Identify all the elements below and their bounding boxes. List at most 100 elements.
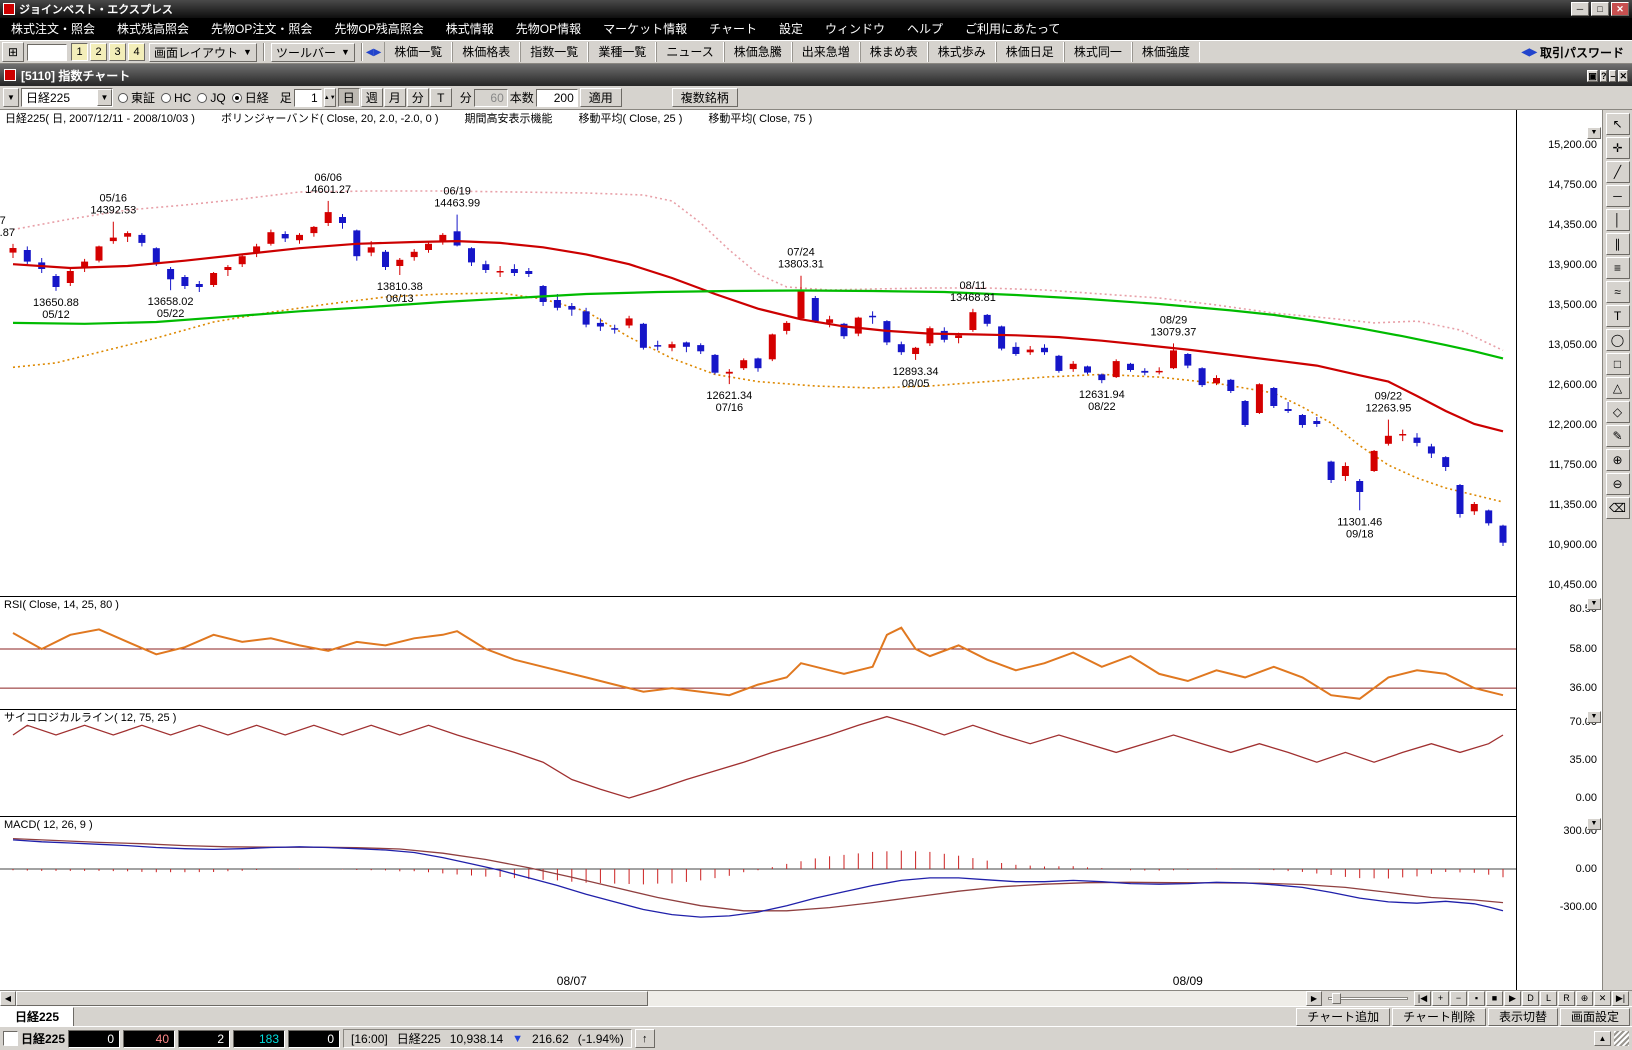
diamond-tool-icon[interactable]: ◇	[1605, 401, 1630, 423]
zoom-slider-thumb[interactable]	[1332, 993, 1341, 1004]
triangle-tool-icon[interactable]: △	[1605, 377, 1630, 399]
fibonacci-icon[interactable]: ≡	[1605, 257, 1630, 279]
chart-nav-button-1[interactable]: |◀	[1414, 991, 1431, 1006]
rsi-panel[interactable]: RSI( Close, 14, 25, 80 )	[0, 596, 1516, 709]
scrollbar-thumb[interactable]	[16, 991, 649, 1006]
macd-panel[interactable]: MACD( 12, 26, 9 ) 08/07 08/09	[0, 816, 1516, 990]
period-button-分[interactable]: 分	[406, 88, 429, 107]
menu-item-1[interactable]: 株式注文・照会	[11, 22, 96, 36]
toolbar-button-7[interactable]: 出来急増	[791, 42, 860, 62]
menu-item-11[interactable]: ヘルプ	[907, 22, 944, 36]
layout-icon[interactable]: ⊞	[2, 42, 24, 62]
chart-nav-button-5[interactable]: ■	[1486, 991, 1503, 1006]
tab-nikkei225[interactable]: 日経225	[0, 1007, 75, 1026]
period-button-週[interactable]: 週	[360, 88, 383, 107]
chart-nav-button-12[interactable]: ▶|	[1612, 991, 1629, 1006]
horizontal-line-icon[interactable]: ─	[1605, 185, 1630, 207]
scroll-right-button[interactable]: ▶	[1306, 991, 1322, 1006]
mdi-close-button[interactable]: ✕	[1618, 69, 1628, 82]
wave-icon[interactable]: ≈	[1605, 281, 1630, 303]
chart-nav-button-4[interactable]: ▪	[1468, 991, 1485, 1006]
period-button-T[interactable]: T	[429, 88, 452, 107]
layout-input[interactable]	[27, 43, 67, 61]
chart-nav-button-7[interactable]: D	[1522, 991, 1539, 1006]
period-button-日[interactable]: 日	[337, 88, 360, 107]
layout-preset-1[interactable]: 1	[71, 43, 88, 61]
bars-input[interactable]	[535, 88, 578, 107]
psych-panel-dropdown[interactable]: ▼	[1587, 711, 1601, 723]
rsi-panel-dropdown[interactable]: ▼	[1587, 598, 1601, 610]
radio-日経[interactable]: 日経	[231, 89, 269, 106]
eraser-icon[interactable]: ⌫	[1605, 497, 1630, 519]
chart-action-button-3[interactable]: 表示切替	[1487, 1008, 1558, 1026]
chart-action-button-2[interactable]: チャート削除	[1392, 1008, 1486, 1026]
text-tool-icon[interactable]: T	[1605, 305, 1630, 327]
zoom-slider[interactable]	[1328, 991, 1408, 1006]
chart-action-button-4[interactable]: 画面設定	[1559, 1008, 1630, 1026]
toolbar-button-4[interactable]: 業種一覧	[588, 42, 657, 62]
psychological-line-chart[interactable]: サイコロジカルライン( 12, 75, 25 )	[0, 710, 1516, 816]
cursor-icon[interactable]: ↖	[1605, 113, 1630, 135]
chart-nav-button-10[interactable]: ⊕	[1576, 991, 1593, 1006]
chart-nav-button-11[interactable]: ✕	[1594, 991, 1611, 1006]
toolbar-button-9[interactable]: 株式歩み	[927, 42, 996, 62]
menu-item-9[interactable]: 設定	[778, 22, 803, 36]
ashi-input[interactable]	[293, 88, 322, 107]
mdi-help-button[interactable]: ?	[1599, 69, 1608, 82]
psychological-line-panel[interactable]: サイコロジカルライン( 12, 75, 25 )	[0, 709, 1516, 816]
maximize-button[interactable]: □	[1591, 2, 1609, 16]
zoom-out-icon[interactable]: ⊖	[1605, 473, 1630, 495]
menu-item-10[interactable]: ウィンドウ	[825, 22, 886, 36]
toolbar-button-11[interactable]: 株式同一	[1063, 42, 1132, 62]
scroll-left-button[interactable]: ◀	[0, 991, 16, 1006]
rsi-chart[interactable]: RSI( Close, 14, 25, 80 )	[0, 597, 1516, 709]
toolbar-button-5[interactable]: ニュース	[656, 42, 724, 62]
chart-nav-button-6[interactable]: ▶	[1504, 991, 1521, 1006]
radio-東証[interactable]: 東証	[118, 89, 155, 106]
menu-item-5[interactable]: 株式情報	[445, 22, 494, 36]
vertical-line-icon[interactable]: │	[1605, 209, 1630, 231]
screen-layout-dropdown[interactable]: 画面レイアウト ▼	[149, 42, 257, 62]
chart-nav-button-3[interactable]: −	[1450, 991, 1467, 1006]
toolbar-button-12[interactable]: 株価強度	[1131, 42, 1200, 62]
resize-grip[interactable]	[1614, 1031, 1629, 1046]
price-panel-dropdown[interactable]: ▼	[1587, 127, 1601, 139]
chart-nav-button-2[interactable]: +	[1432, 991, 1449, 1006]
menu-item-3[interactable]: 先物OP注文・照会	[211, 22, 313, 36]
mdi-window-titlebar[interactable]: [5110] 指数チャート ▣? – ✕	[0, 64, 1632, 86]
multi-symbol-button[interactable]: 複数銘柄	[671, 88, 738, 107]
minimize-button[interactable]: ─	[1571, 2, 1589, 16]
toolbar-dropdown[interactable]: ツールバー ▼	[270, 42, 355, 62]
layout-preset-4[interactable]: 4	[128, 43, 145, 61]
toolbar-button-8[interactable]: 株まめ表	[859, 42, 928, 62]
pencil-tool-icon[interactable]: ✎	[1605, 425, 1630, 447]
toolbar-button-3[interactable]: 指数一覧	[520, 42, 589, 62]
period-button-月[interactable]: 月	[383, 88, 406, 107]
status-checkbox[interactable]	[3, 1031, 18, 1046]
apply-button[interactable]: 適用	[579, 88, 622, 107]
trade-password[interactable]: ◀▶ 取引パスワード	[1521, 45, 1624, 60]
ashi-spinner[interactable]: ▲▼	[323, 88, 336, 107]
toolbar-button-10[interactable]: 株価日足	[995, 42, 1064, 62]
radio-HC[interactable]: HC	[161, 89, 191, 106]
scrollbar-track[interactable]	[16, 991, 1306, 1006]
trendline-icon[interactable]: ╱	[1605, 161, 1630, 183]
crosshair-icon[interactable]: ✛	[1605, 137, 1630, 159]
layout-preset-2[interactable]: 2	[90, 43, 107, 61]
mdi-restore-button[interactable]: ▣	[1587, 69, 1598, 82]
macd-chart[interactable]: MACD( 12, 26, 9 ) 08/07 08/09	[0, 817, 1516, 990]
macd-panel-dropdown[interactable]: ▼	[1587, 818, 1601, 830]
ellipse-tool-icon[interactable]: ◯	[1605, 329, 1630, 351]
mdi-minimize-button[interactable]: –	[1609, 69, 1617, 82]
symbol-combo[interactable]: 日経225 ▼	[21, 88, 113, 107]
menu-item-12[interactable]: ご利用にあたって	[965, 22, 1061, 36]
symbol-history-dropdown[interactable]: ▼	[3, 88, 19, 107]
zoom-in-icon[interactable]: ⊕	[1605, 449, 1630, 471]
menu-item-4[interactable]: 先物OP残高照会	[334, 22, 424, 36]
chart-nav-button-9[interactable]: R	[1558, 991, 1575, 1006]
collapse-up-button[interactable]: ↑	[634, 1029, 655, 1048]
toolbar-button-6[interactable]: 株価急騰	[723, 42, 792, 62]
radio-JQ[interactable]: JQ	[197, 89, 226, 106]
layout-preset-3[interactable]: 3	[109, 43, 126, 61]
